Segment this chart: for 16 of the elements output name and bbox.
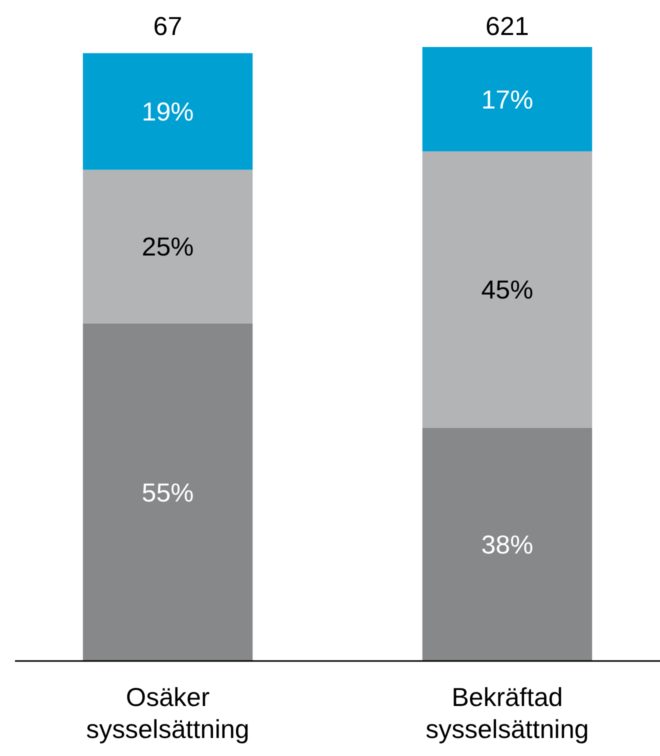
bar	[82, 170, 253, 324]
data-label: 19%	[142, 96, 194, 127]
bar	[422, 151, 592, 428]
bar	[422, 47, 592, 152]
x-tick-label: Bekräftad sysselsättning	[426, 682, 589, 744]
x-tick-label: Osäker sysselsättning	[86, 682, 250, 744]
data-label: 38%	[481, 529, 534, 560]
bar	[82, 53, 253, 170]
bar	[422, 428, 592, 661]
data-label: 55%	[142, 477, 194, 508]
data-label: 45%	[481, 274, 534, 305]
bar	[82, 323, 253, 661]
data-label: 17%	[481, 84, 534, 114]
text: 67	[153, 11, 182, 41]
data-label: 25%	[142, 232, 194, 262]
text: 621	[486, 11, 529, 41]
